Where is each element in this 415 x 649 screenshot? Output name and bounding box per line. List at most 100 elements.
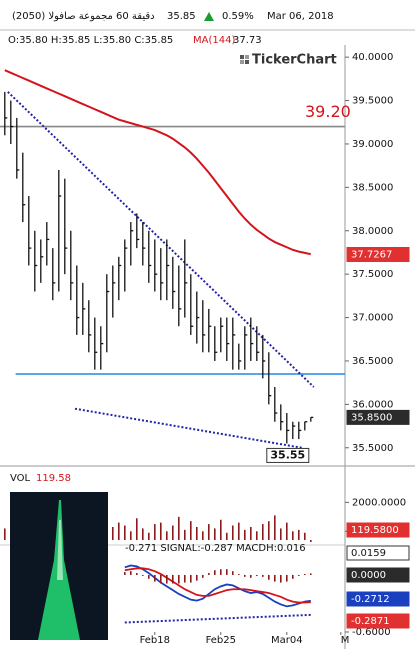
x-tick-label: Mar04 [271, 635, 303, 646]
volume-bar [136, 518, 138, 540]
macd-hist [220, 569, 222, 575]
volume-bar [112, 526, 114, 540]
up-arrow [204, 12, 214, 21]
macd-hist [148, 574, 150, 579]
volume-bar [118, 522, 120, 540]
macd-hist [310, 573, 312, 575]
macd-hist [298, 574, 300, 576]
volume-bar [154, 524, 156, 540]
macd-hist [226, 569, 228, 575]
y-tick-label: 37.0000 [352, 313, 393, 324]
photo [10, 492, 108, 640]
macd-hist [154, 574, 156, 582]
interval: 60 دقيقة [116, 11, 155, 22]
macd-hist [304, 574, 306, 575]
value-box-label: -0.2712 [351, 594, 390, 605]
value-box [346, 545, 410, 561]
volume-bar [184, 529, 186, 540]
volume-bar [4, 528, 6, 540]
macd-hist [136, 573, 138, 575]
macd-plot [124, 564, 312, 624]
symbol: مجموعة صافولا (2050) [12, 11, 113, 22]
macd-header: -0.271 SIGNAL:-0.287 MACDH:0.016 [125, 543, 306, 554]
value-box [346, 246, 410, 262]
low-box [266, 447, 310, 463]
macd-hist [292, 574, 294, 579]
trend-line [124, 613, 311, 624]
volume-bar [130, 531, 132, 540]
ohlc: O:35.80 H:35.85 L:35.80 C:35.85 [8, 35, 173, 46]
macd-hist [172, 574, 174, 584]
volume-bar [226, 532, 228, 540]
value-box-label: -0.2871 [351, 616, 390, 627]
x-tick-label: Feb18 [140, 635, 170, 646]
volume-bar [250, 526, 252, 540]
ma-line [4, 69, 312, 256]
volume-bar [280, 528, 282, 540]
macd-hist [268, 574, 270, 580]
y-tick-label: 36.0000 [352, 399, 393, 410]
brand-icon [240, 60, 244, 64]
macd-hist [160, 574, 162, 584]
change: 0.59% [222, 11, 254, 22]
volume-bar [232, 525, 234, 540]
macd-line [124, 564, 311, 608]
macd-line [124, 567, 311, 604]
trend-line [7, 91, 315, 388]
volume-bar [304, 532, 306, 540]
volume-bar [274, 515, 276, 540]
volume-bar [208, 524, 210, 540]
brand: TickerChart [240, 53, 337, 68]
volume-bar [142, 528, 144, 540]
vol-last: 119.58 [36, 473, 71, 484]
value-box [346, 613, 410, 629]
volume-bar [166, 531, 168, 540]
macd-hist [280, 574, 282, 583]
volume-bar [268, 521, 270, 540]
macd-hist [208, 573, 210, 575]
volume-bar [190, 521, 192, 540]
price: 35.85 [167, 11, 196, 22]
brand-icon [245, 60, 249, 64]
macd-hist [256, 574, 258, 576]
volume-bar [220, 519, 222, 540]
y-tick-label: 37.5000 [352, 269, 393, 280]
volume-bar [148, 532, 150, 540]
volume-bar [238, 522, 240, 540]
value-box-label: 0.0000 [351, 570, 386, 581]
volume-bar [202, 531, 204, 540]
volume-bar [244, 529, 246, 540]
low-label: 35.55 [270, 448, 305, 461]
ma-value: 37.73 [233, 35, 262, 46]
brand-icon [240, 55, 244, 59]
volume-bar [262, 524, 264, 540]
volume-bar [286, 522, 288, 540]
volume-bar [124, 525, 126, 540]
volume-bar [298, 529, 300, 540]
ma-label: MA(144) [193, 35, 235, 46]
value-box-label: 0.0159 [351, 548, 386, 559]
macd-hist [190, 574, 192, 583]
value-box [346, 409, 410, 425]
volume-bar [310, 540, 312, 542]
volume-bar [196, 526, 198, 540]
value-box-label: 119.5800 [351, 525, 399, 536]
macd-hist [250, 574, 252, 578]
date: Mar 06, 2018 [267, 11, 334, 22]
y-tick-label: 35.5000 [352, 443, 393, 454]
value-box-label: 35.8500 [351, 412, 392, 423]
macd-hist [178, 574, 180, 584]
macd-hist [166, 574, 168, 584]
macd-hist [184, 574, 186, 583]
value-box [346, 522, 410, 538]
macd-hist [202, 574, 204, 578]
macd-hist [196, 574, 198, 581]
volume-bar [214, 528, 216, 540]
macd-hist [130, 571, 132, 575]
level-label: 39.20 [305, 102, 351, 121]
value-box [346, 567, 410, 583]
volume-bar [292, 531, 294, 540]
brand-icon [245, 55, 249, 59]
volume-bar [178, 516, 180, 540]
